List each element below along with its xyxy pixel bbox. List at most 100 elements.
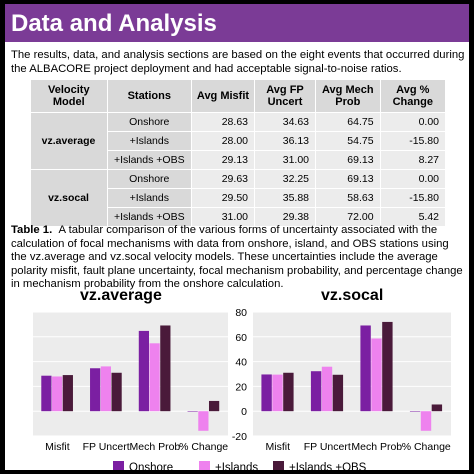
bar-islands-obs: [382, 321, 393, 412]
misfit-cell: 29.13: [191, 150, 256, 170]
chart-title-vz-average: vz.average: [80, 287, 162, 304]
change-cell: 5.42: [380, 207, 447, 227]
bar-onshore: [360, 325, 371, 412]
stations-cell: +Islands +OBS: [107, 150, 192, 170]
column-header: Stations: [106, 79, 192, 113]
mech-prob-cell: 69.13: [315, 150, 381, 170]
legend-swatch: [273, 461, 284, 470]
table-row: vz.average Onshore 28.63 34.63 64.75 0.0…: [30, 112, 447, 170]
bar-charts: Misfit FP Uncert Mech Prob% Change80604020…: [33, 307, 451, 453]
y-tick-label: 0: [241, 406, 247, 418]
stations-cell: +Islands: [107, 131, 192, 151]
change-cell: 8.27: [380, 150, 447, 170]
column-header: Velocity Model: [30, 79, 108, 113]
y-tick-label: 20: [235, 381, 247, 393]
bar-islands: [321, 366, 333, 412]
x-tick-label: Mech Prob: [351, 441, 402, 453]
column-header: Avg % Change: [379, 79, 447, 113]
table-row: +Islands +OBS 31.00 29.38 72.00 5.42: [31, 207, 447, 227]
table-header-row: Velocity Model Stations Avg Misfit Avg F…: [30, 79, 447, 113]
misfit-cell: 29.63: [191, 169, 256, 189]
legend-swatch: [199, 461, 210, 470]
legend-label: +Islands: [215, 462, 259, 470]
legend-item: +Islands: [199, 461, 258, 470]
x-tick-label: Misfit: [266, 441, 291, 453]
bar-islands-obs: [283, 372, 294, 412]
bar-onshore: [41, 375, 52, 412]
fp-uncert-cell: 35.88: [254, 188, 317, 208]
legend-label: +Islands +OBS: [289, 462, 367, 470]
legend-item: +Islands +OBS: [273, 461, 366, 470]
fp-uncert-cell: 32.25: [254, 169, 317, 189]
legend-swatch: [113, 461, 124, 470]
bar-islands: [371, 338, 382, 412]
y-tick-label: -20: [232, 431, 247, 443]
chart-legend: Onshore +Islands +Islands +OBS: [113, 461, 453, 470]
bar-islands: [149, 343, 160, 412]
change-cell: -15.80: [380, 188, 447, 208]
bar-islands-obs: [431, 404, 443, 412]
misfit-cell: 29.50: [191, 188, 256, 208]
stations-cell: Onshore: [107, 169, 192, 189]
bar-onshore: [187, 411, 198, 412]
y-tick-label: 80: [235, 307, 247, 319]
bar-islands: [100, 366, 111, 412]
change-cell: 0.00: [380, 169, 447, 189]
caption-text: A tabular comparison of the various form…: [11, 224, 463, 291]
table-caption: Table 1. A tabular comparison of the var…: [11, 224, 467, 292]
misfit-cell: 28.00: [191, 131, 256, 151]
x-tick-label: Mech Prob: [129, 441, 180, 453]
bar-onshore: [409, 411, 421, 412]
table-row: +Islands 29.50 35.88 58.63 -15.80: [31, 188, 447, 208]
legend-item: Onshore: [113, 461, 173, 470]
bar-islands-obs: [332, 374, 344, 412]
stations-cell: +Islands +OBS: [107, 207, 192, 227]
stations-cell: +Islands: [107, 188, 192, 208]
velocity-model-cell: vz.socal: [30, 169, 108, 227]
change-cell: -15.80: [380, 131, 447, 151]
bar-islands-obs: [62, 375, 73, 412]
bar-islands: [272, 374, 283, 412]
x-tick-label: % Change: [179, 441, 228, 453]
caption-label: Table 1.: [11, 224, 53, 236]
column-header: Avg Misfit: [190, 79, 256, 113]
poster-panel: Data and Analysis The results, data, and…: [5, 4, 469, 470]
bar-onshore: [261, 374, 272, 412]
table-row: +Islands 28.00 36.13 54.75 -15.80: [31, 131, 447, 151]
fp-uncert-cell: 29.38: [254, 207, 317, 227]
y-tick-label: 60: [235, 332, 247, 344]
misfit-cell: 31.00: [191, 207, 256, 227]
legend-label: Onshore: [129, 462, 174, 470]
bar-islands: [420, 411, 432, 431]
mech-prob-cell: 58.63: [315, 188, 381, 208]
change-cell: 0.00: [380, 112, 447, 132]
plot-area: [33, 312, 228, 436]
stations-cell: Onshore: [107, 112, 192, 132]
column-header: Avg FP Uncert: [253, 79, 317, 113]
mech-prob-cell: 69.13: [315, 169, 381, 189]
misfit-cell: 28.63: [191, 112, 256, 132]
fp-uncert-cell: 36.13: [254, 131, 317, 151]
results-table: Velocity Model Stations Avg Misfit Avg F…: [30, 79, 447, 227]
intro-paragraph: The results, data, and analysis sections…: [11, 49, 465, 75]
y-tick-label: 40: [235, 357, 247, 369]
table-row: +Islands +OBS 29.13 31.00 69.13 8.27: [31, 150, 447, 170]
fp-uncert-cell: 31.00: [254, 150, 317, 170]
section-header: Data and Analysis: [5, 4, 469, 42]
x-tick-label: FP Uncert: [304, 441, 351, 453]
bar-onshore: [90, 368, 101, 412]
x-tick-label: Misfit: [45, 441, 70, 453]
velocity-model-cell: vz.average: [30, 112, 108, 170]
column-header: Avg Mech Prob: [315, 79, 381, 113]
fp-uncert-cell: 34.63: [254, 112, 317, 132]
mech-prob-cell: 54.75: [315, 131, 381, 151]
x-tick-label: FP Uncert: [83, 441, 130, 453]
bar-onshore: [310, 371, 322, 412]
bar-islands-obs: [160, 325, 171, 412]
bar-islands: [52, 376, 63, 412]
bar-onshore: [138, 330, 150, 412]
section-title: Data and Analysis: [11, 10, 217, 37]
chart-title-vz-socal: vz.socal: [321, 287, 384, 304]
bar-islands-obs: [208, 400, 220, 412]
